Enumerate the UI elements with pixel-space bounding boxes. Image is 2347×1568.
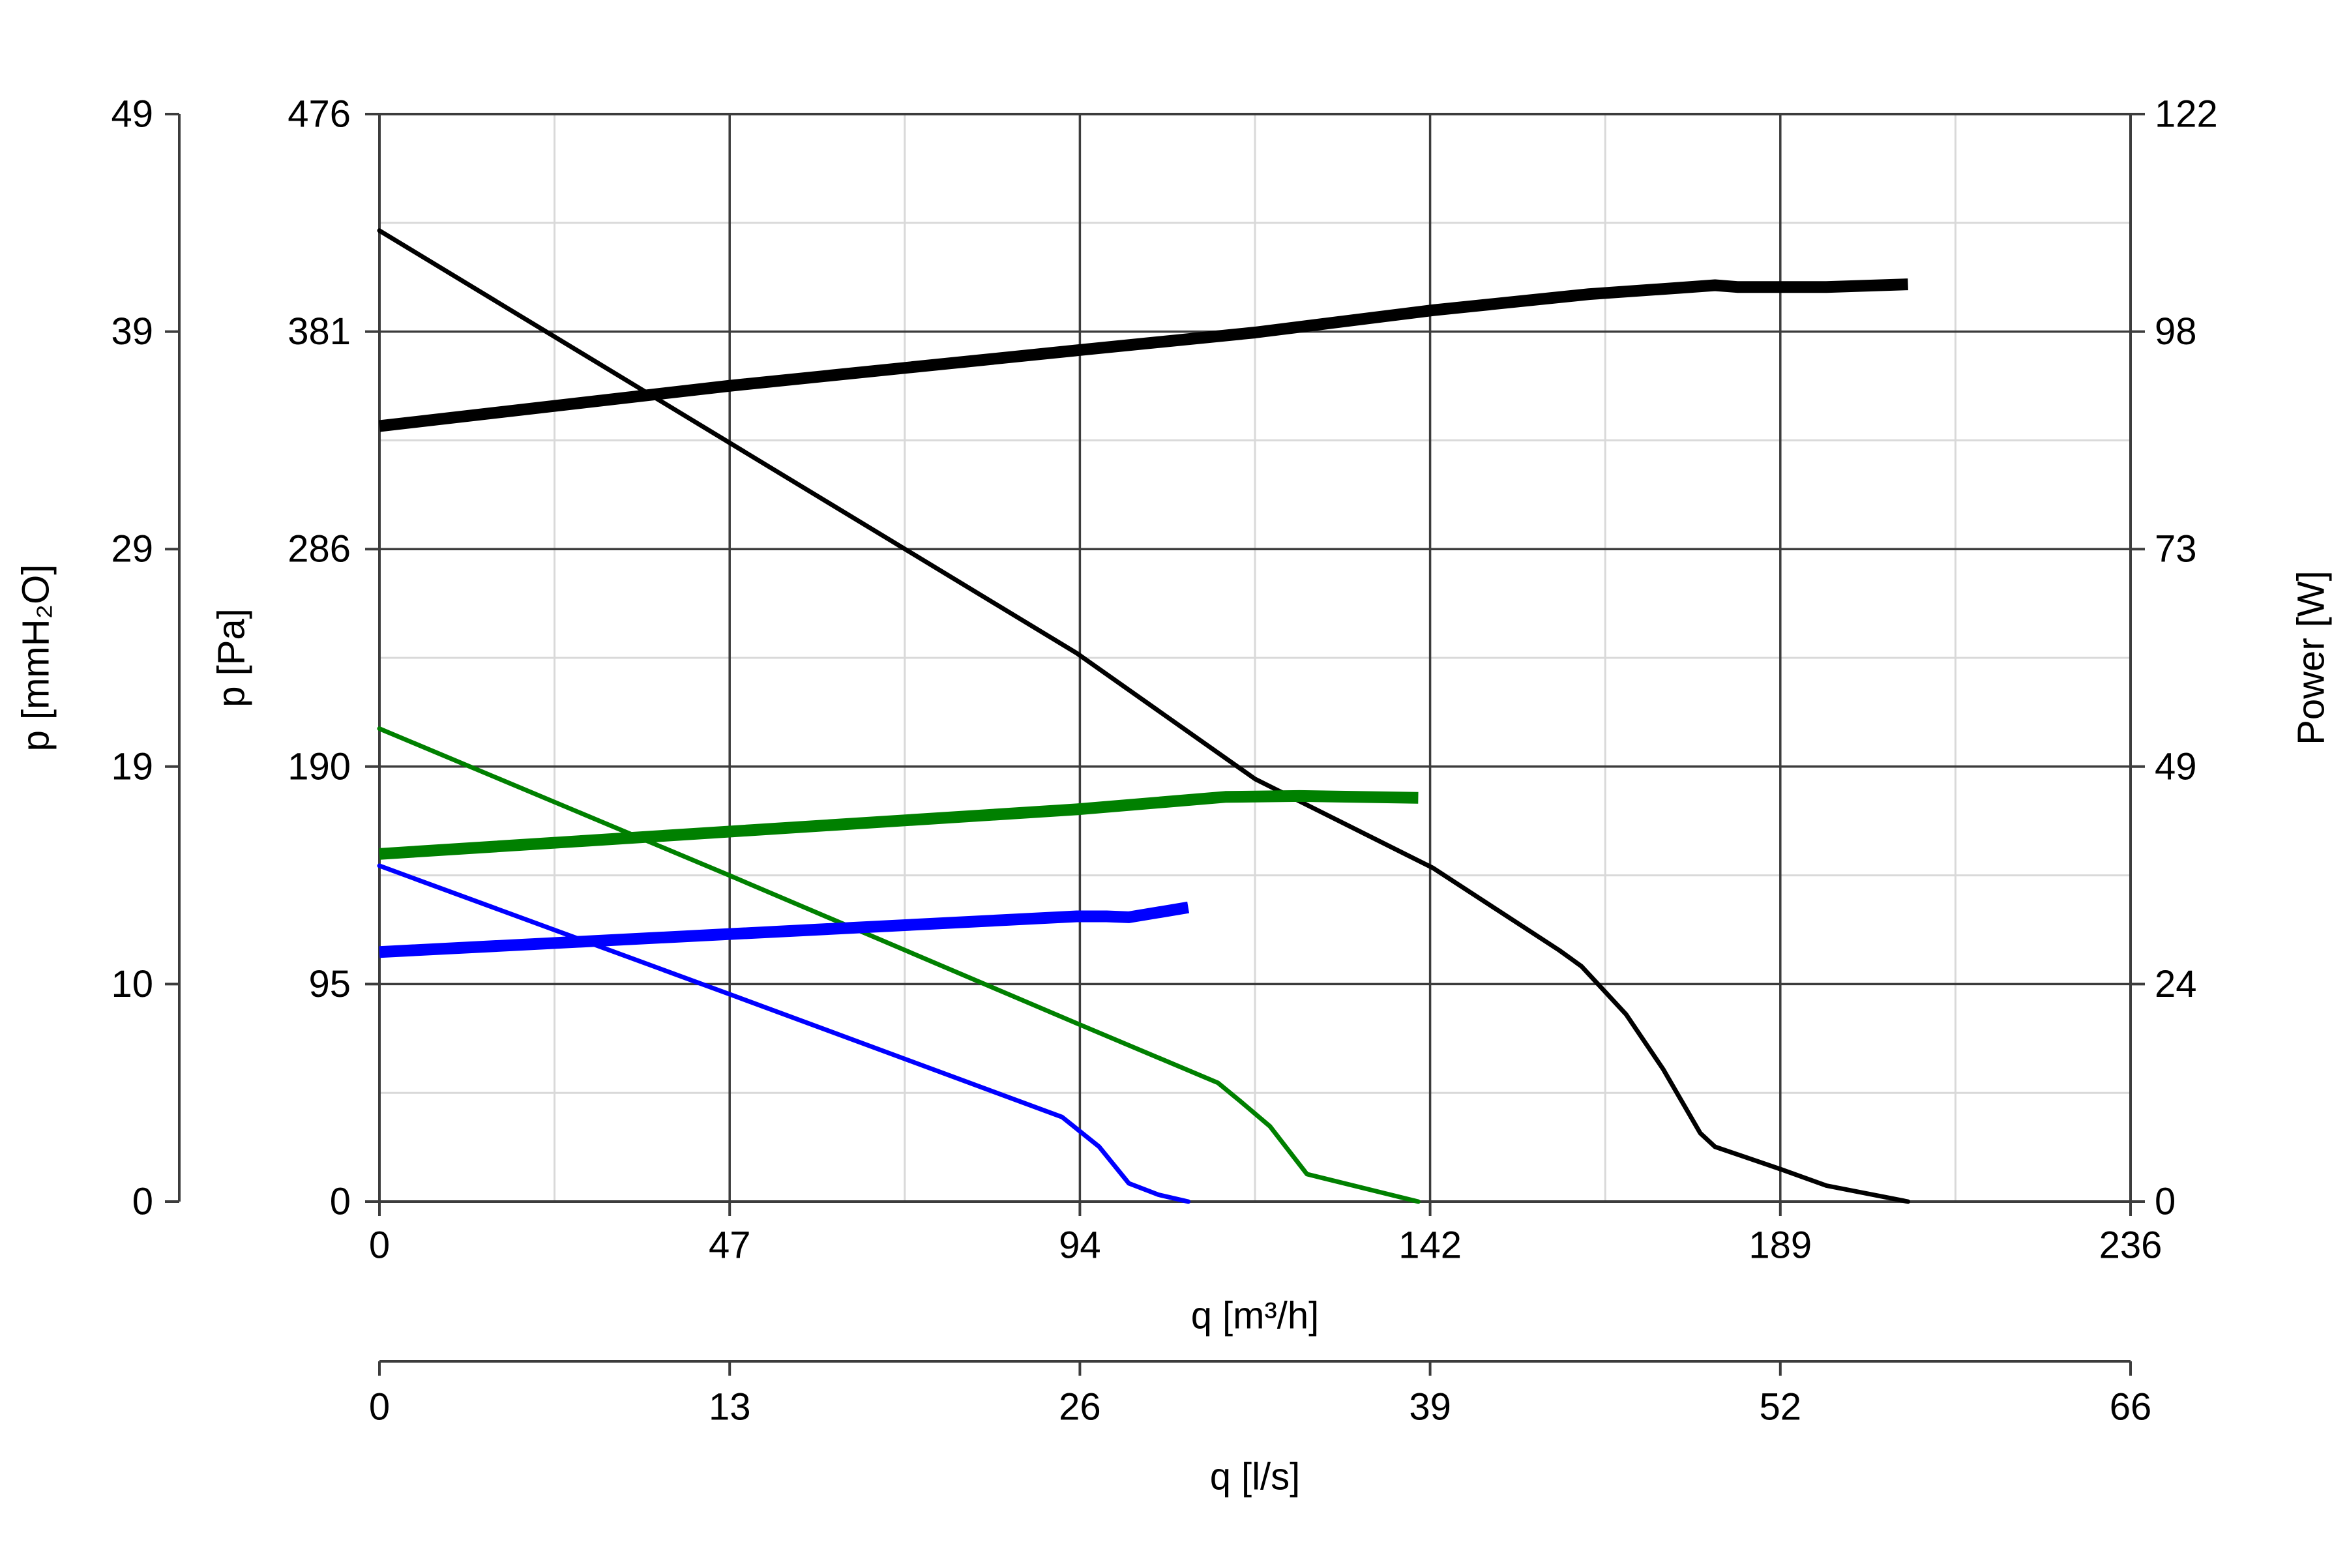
grid (379, 114, 2131, 1202)
plot-frame (378, 113, 2132, 1203)
y-pa-tick-label: 190 (288, 745, 351, 788)
x-m3h-tick-label: 236 (2099, 1224, 2162, 1267)
x-ls-tick-label: 66 (2110, 1386, 2152, 1428)
y-pa-tick-label: 286 (288, 528, 351, 570)
axes (165, 113, 2145, 1376)
y-power-tick-label: 98 (2155, 310, 2197, 353)
x-m3h-tick-label: 47 (709, 1224, 751, 1267)
x-m3h-axis-title: q [m³/h] (1191, 1295, 1320, 1337)
x-ls-tick-label: 39 (1409, 1386, 1451, 1428)
axis-titles: q [m³/h] q [l/s] p [Pa] p [mmH₂O] Power [W] (15, 565, 2333, 1498)
y-pa-tick-label: 95 (308, 963, 351, 1005)
blue-power-curve (379, 901, 1190, 958)
y-power-axis-title: Power [W] (2290, 570, 2333, 745)
y-mmh2o-axis-title: p [mmH₂O] (15, 565, 57, 752)
y-mmh2o-tick-label: 19 (111, 745, 153, 788)
series (377, 228, 1911, 1204)
y-power-tick-label: 73 (2155, 528, 2197, 570)
x-m3h-tick-label: 0 (369, 1224, 390, 1267)
y-mmh2o-tick-label: 39 (111, 310, 153, 353)
x-ls-axis-title: q [l/s] (1210, 1456, 1301, 1498)
y-power-tick-label: 49 (2155, 745, 2197, 788)
y-mmh2o-tick-label: 0 (132, 1181, 153, 1223)
y-power-tick-label: 0 (2155, 1181, 2176, 1223)
green-pressure-curve (377, 726, 1421, 1204)
y-pa-tick-label: 476 (288, 93, 351, 136)
x-ls-tick-label: 26 (1059, 1386, 1101, 1428)
black-pressure-curve (377, 228, 1911, 1204)
y-mmh2o-tick-label: 29 (111, 528, 153, 570)
black-power-curve (378, 278, 1908, 432)
x-m3h-tick-label: 142 (1398, 1224, 1462, 1267)
y-power-tick-label: 122 (2155, 93, 2218, 136)
x-ls-tick-label: 13 (709, 1386, 751, 1428)
y-mmh2o-tick-label: 10 (111, 963, 153, 1005)
x-ls-tick-label: 52 (1760, 1386, 1802, 1428)
x-m3h-tick-label: 94 (1059, 1224, 1101, 1267)
y-power-tick-label: 24 (2155, 963, 2197, 1005)
y-pa-axis-title: p [Pa] (211, 608, 253, 707)
y-pa-tick-label: 381 (288, 310, 351, 353)
x-ls-tick-label: 0 (369, 1386, 390, 1428)
y-mmh2o-tick-label: 49 (111, 93, 153, 136)
blue-pressure-curve (377, 863, 1191, 1204)
x-m3h-tick-label: 189 (1749, 1224, 1812, 1267)
y-pa-tick-label: 0 (330, 1181, 351, 1223)
green-power-curve (379, 790, 1419, 860)
